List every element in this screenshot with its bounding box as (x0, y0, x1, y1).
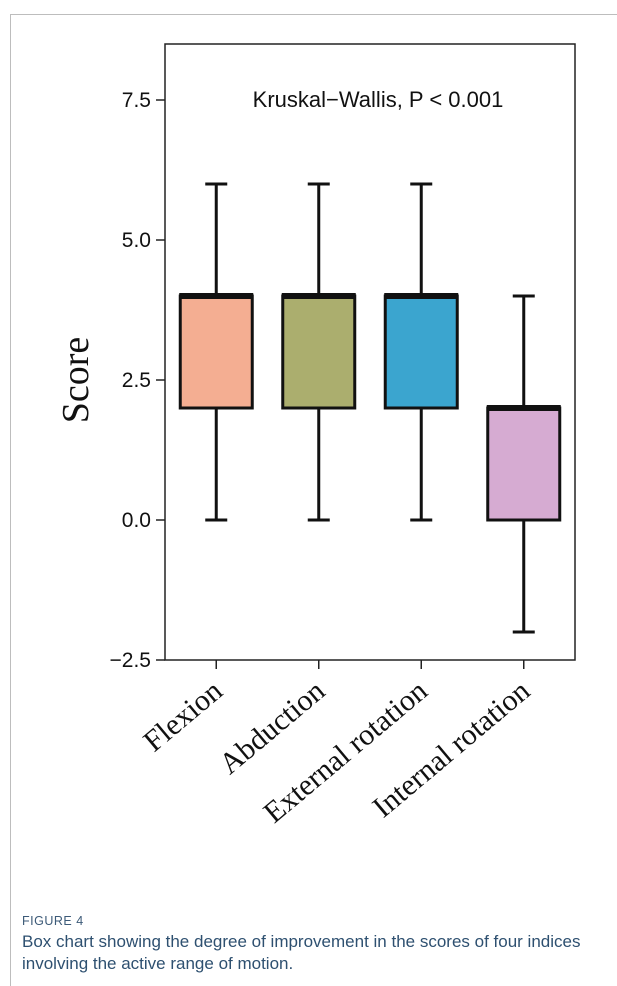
left-divider (10, 14, 11, 986)
y-tick-label: −2.5 (110, 649, 151, 672)
plot-frame (164, 43, 576, 661)
box-flexion (178, 182, 254, 522)
y-tick-label: 2.5 (122, 369, 151, 392)
iqr-box (486, 406, 562, 522)
x-tick-label: Flexion (137, 674, 228, 758)
box-abduction (281, 182, 357, 522)
box-external-rotation (383, 182, 459, 522)
caption-text: Box chart showing the degree of improvem… (22, 932, 581, 973)
boxes-group (178, 182, 562, 634)
y-axis: −2.5 0.0 2.5 5.0 7.5 (110, 89, 165, 672)
caption-label: FIGURE 4 (22, 914, 84, 928)
iqr-box (281, 294, 357, 410)
figure-caption: FIGURE 4 Box chart showing the degree of… (22, 914, 612, 975)
test-annotation: Kruskal−Wallis, P < 0.001 (253, 87, 504, 112)
y-tick-label: 7.5 (122, 89, 151, 112)
y-tick-label: 0.0 (122, 509, 151, 532)
y-axis-title: Score (55, 337, 97, 424)
iqr-box (178, 294, 254, 410)
box-chart: Score Kruskal−Wallis, P < 0.001 −2.5 0.0 2… (55, 43, 576, 829)
box-internal-rotation (486, 294, 562, 634)
y-tick-label: 5.0 (122, 229, 151, 252)
iqr-box (383, 294, 459, 410)
top-divider (10, 14, 617, 15)
